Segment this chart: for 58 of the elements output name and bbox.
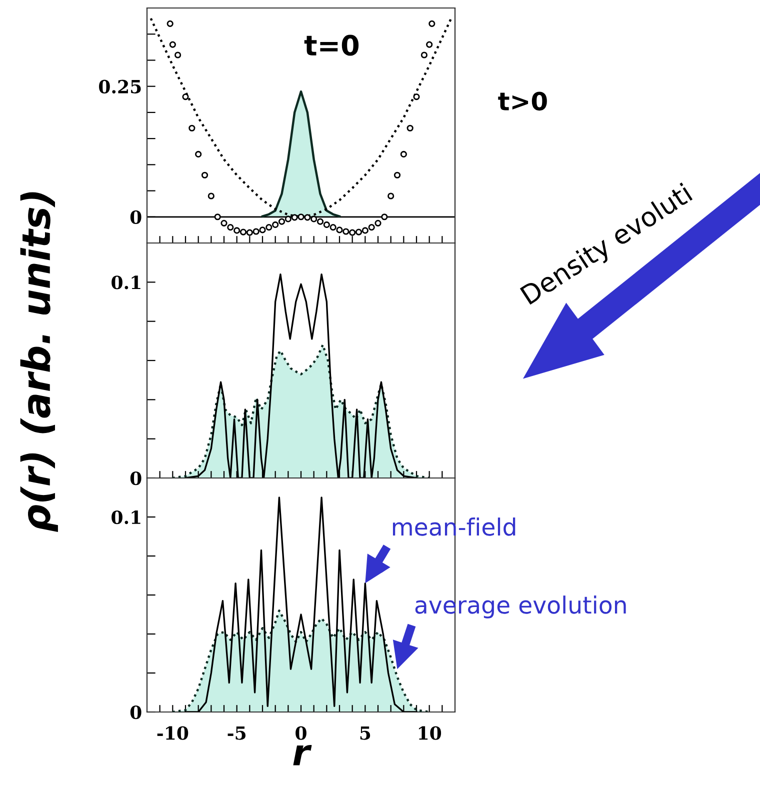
x-tick-label: 10 [418,726,442,740]
x-tick-label: -10 [157,726,188,740]
point [304,214,311,221]
y-axis-title: ρ(r) (arb. units) [20,192,58,532]
annotation: t=0 [304,34,359,56]
point [182,93,189,100]
text: t>0 [498,92,547,111]
point [234,227,240,234]
point [342,228,350,235]
point [394,172,401,178]
point [420,52,428,58]
point [330,224,336,231]
point [406,124,414,132]
point [214,214,221,220]
point [169,41,176,48]
y-tick-label: 0.25 [99,80,141,94]
point [201,172,208,178]
point [166,20,174,27]
x-tick-label: 5 [360,726,370,740]
y-tick-label: 0 [130,705,142,720]
point [195,150,202,158]
point [188,124,196,132]
point [336,226,343,234]
point [208,192,214,200]
point [240,228,247,236]
point [381,214,388,220]
point [413,93,420,100]
point [349,229,356,236]
point [400,150,407,158]
x-axis-title: r [293,745,312,766]
y-tick-label: 0 [130,471,142,486]
point [323,221,330,228]
point [284,216,292,222]
point [272,221,279,228]
y-tick-label: 0.1 [112,276,140,290]
point [278,218,286,225]
point [252,228,260,235]
point [246,229,253,236]
point [259,226,266,234]
point [291,214,298,221]
point [388,192,394,200]
y-tick-label: 0.1 [112,510,140,524]
point [426,41,433,48]
point [220,220,228,226]
point [355,228,362,236]
point [174,52,182,58]
point [227,224,234,231]
x-tick-label: 0 [296,726,306,740]
point [374,220,382,226]
point [316,218,324,225]
point [368,224,375,231]
x-tick-label: -5 [228,726,246,740]
y-tick-label: 0 [130,210,142,224]
point [310,216,318,222]
point [266,224,272,231]
point [298,214,304,220]
point [362,227,368,234]
point [428,20,436,27]
